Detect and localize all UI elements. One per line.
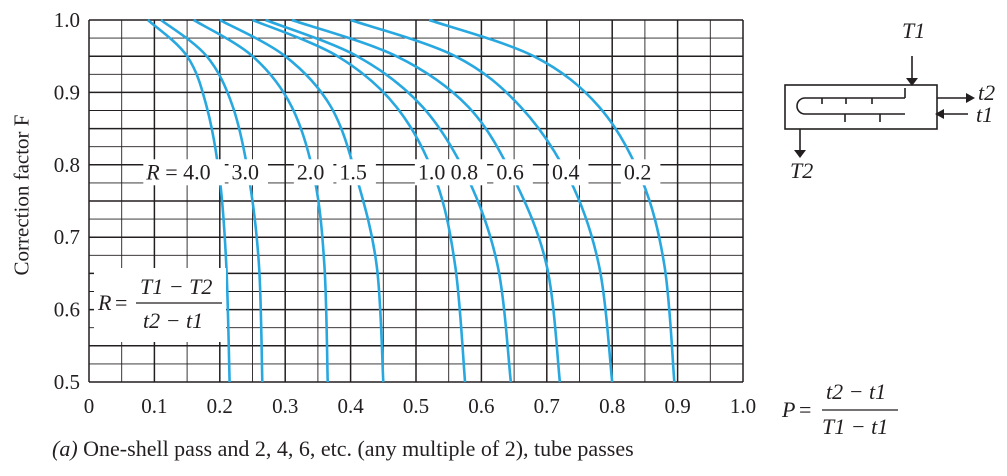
x-tick-labels: 0 0.1 0.2 0.3 0.4 0.5 0.6 0.7 0.8 0.9 1.0 <box>84 394 756 418</box>
curve-label-R-0.6: 0.6 <box>496 159 523 184</box>
curve-R-1.5 <box>219 18 385 383</box>
curve-R-0.4 <box>350 18 614 383</box>
curve-label-R-1.0: 1.0 <box>418 159 446 184</box>
x-tick-label: 0.3 <box>272 394 298 418</box>
exchanger-schematic <box>784 56 968 152</box>
r-formula: R = T1 − T2 t2 − t1 <box>94 268 226 342</box>
curve-label-R-2.0: 2.0 <box>297 159 325 184</box>
chart-curves <box>146 18 676 383</box>
curve-label-R-4.0: R = 4.0 <box>145 159 210 184</box>
y-tick-label: 0.9 <box>54 80 80 104</box>
x-tick-label: 0.7 <box>534 394 560 418</box>
caption-text: One-shell pass and 2, 4, 6, etc. (any mu… <box>77 436 634 461</box>
y-tick-label: 0.5 <box>54 370 80 394</box>
r-formula-denominator: t2 − t1 <box>143 308 203 333</box>
label-T1: T1 <box>902 18 925 43</box>
x-tick-label: 0 <box>84 394 95 418</box>
curve-R-1.0 <box>251 18 467 383</box>
y-tick-label: 0.6 <box>54 298 80 322</box>
r-formula-lhs: R <box>97 290 112 315</box>
x-tick-label: 0.1 <box>141 394 167 418</box>
p-formula-numerator: t2 − t1 <box>826 379 886 404</box>
y-tick-labels: 1.0 0.9 0.8 0.7 0.6 0.5 <box>54 8 80 394</box>
p-formula-lhs: P <box>781 397 795 422</box>
curve-R-2.0 <box>192 18 330 383</box>
chart-grid <box>88 19 744 383</box>
curve-labels: R = 4.0 3.0 2.0 1.5 1.0 0.8 0.6 0.4 0.2 <box>143 159 661 186</box>
label-T2: T2 <box>790 158 813 183</box>
y-tick-label: 0.7 <box>54 225 80 249</box>
y-axis-label: Correction factor F <box>9 114 34 276</box>
curve-label-R-1.5: 1.5 <box>339 159 367 184</box>
x-tick-label: 0.9 <box>664 394 690 418</box>
y-tick-label: 0.8 <box>54 153 80 177</box>
x-tick-label: 0.6 <box>468 394 494 418</box>
curve-label-R-0.8: 0.8 <box>451 159 479 184</box>
label-t1: t1 <box>976 102 993 127</box>
curve-label-R-3.0: 3.0 <box>231 159 258 184</box>
figure-caption: (a) One-shell pass and 2, 4, 6, etc. (an… <box>52 436 634 462</box>
u-tube <box>796 97 905 115</box>
svg-text:=: = <box>799 397 811 422</box>
label-t2: t2 <box>978 80 995 105</box>
p-formula: P = t2 − t1 T1 − t1 <box>781 379 898 439</box>
y-tick-label: 1.0 <box>54 8 80 32</box>
p-formula-denominator: T1 − t1 <box>822 414 888 439</box>
svg-text:=: = <box>115 290 127 315</box>
shell-outline <box>784 84 938 130</box>
x-tick-label: 0.2 <box>207 394 233 418</box>
curve-R-0.6 <box>291 18 562 383</box>
x-tick-label: 0.4 <box>337 394 364 418</box>
caption-part: (a) <box>52 436 78 461</box>
x-tick-label: 1.0 <box>730 394 756 418</box>
curve-R-0.8 <box>265 18 513 383</box>
schematic-labels: T1 T2 t2 t1 <box>790 18 995 183</box>
curve-label-R-0.4: 0.4 <box>552 159 580 184</box>
r-formula-numerator: T1 − T2 <box>140 274 212 299</box>
x-tick-label: 0.8 <box>599 394 625 418</box>
curve-label-R-0.2: 0.2 <box>624 159 652 184</box>
x-tick-label: 0.5 <box>403 394 429 418</box>
curve-R-0.2 <box>428 18 676 383</box>
